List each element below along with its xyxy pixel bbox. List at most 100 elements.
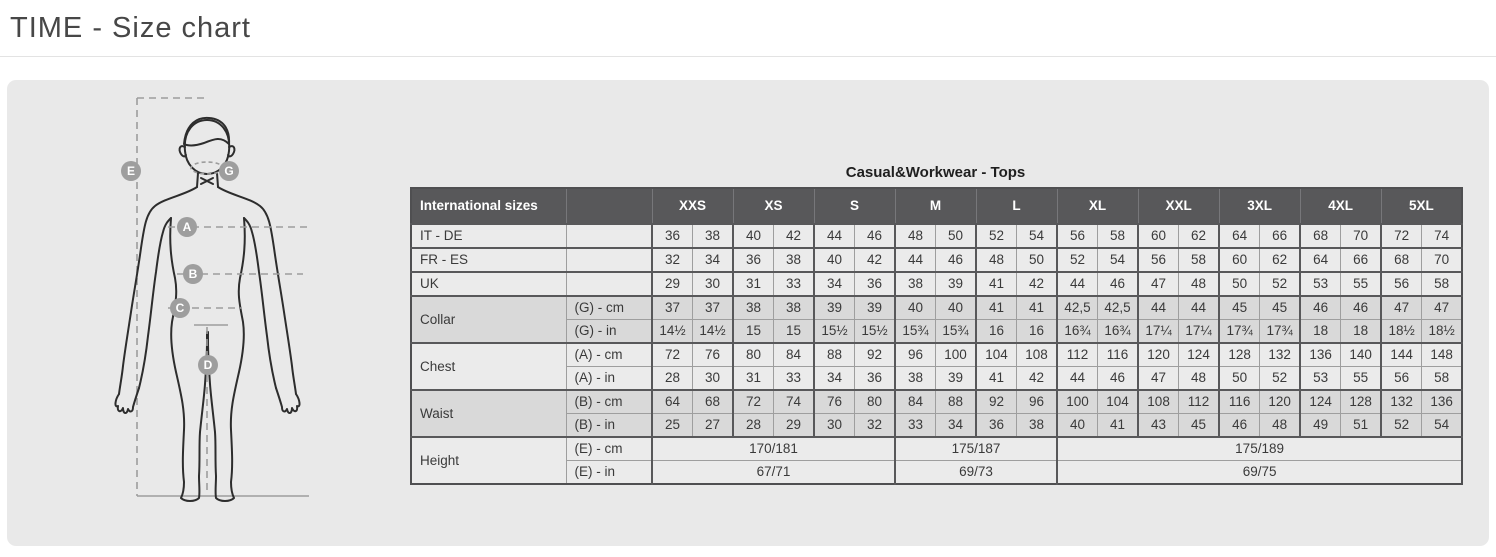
size-cell: 41 <box>975 366 1018 391</box>
size-cell: 100 <box>935 342 977 367</box>
neck-left <box>196 172 199 188</box>
size-cell: 46 <box>1299 295 1342 320</box>
size-cell: 38 <box>732 295 775 320</box>
size-cell: 84 <box>773 342 815 367</box>
size-cell: 108 <box>1016 342 1058 367</box>
size-cell: 38 <box>894 271 937 297</box>
size-cell: 36 <box>651 223 693 249</box>
size-cell: 55 <box>1340 271 1382 297</box>
right-hand <box>275 387 301 414</box>
size-cell: 53 <box>1299 271 1342 297</box>
svg-text:C: C <box>176 301 185 315</box>
size-cell: 33 <box>894 413 937 438</box>
svg-text:B: B <box>189 267 198 281</box>
size-cell: 42,5 <box>1056 295 1099 320</box>
badge-g: G <box>219 161 239 181</box>
size-cell: 29 <box>773 413 815 438</box>
size-cell: 39 <box>935 271 977 297</box>
size-cell: 36 <box>854 366 896 391</box>
size-cell: 88 <box>935 389 977 414</box>
size-cell: 74 <box>773 389 815 414</box>
collar-bow <box>200 177 214 185</box>
size-cell: 37 <box>692 295 734 320</box>
size-cell: 54 <box>1097 247 1139 273</box>
size-cell: 56 <box>1056 223 1099 249</box>
size-cell: 96 <box>1016 389 1058 414</box>
row-sublabel: (A) - in <box>565 366 653 391</box>
size-cell: 52 <box>1380 413 1423 438</box>
size-cell: 16 <box>975 319 1018 344</box>
badge-b: B <box>183 264 203 284</box>
size-cell: 46 <box>854 223 896 249</box>
size-cell: 15½ <box>854 319 896 344</box>
size-cell: 39 <box>854 295 896 320</box>
size-chart-area: Casual&Workwear - Tops International siz… <box>410 164 1464 485</box>
size-cell: 64 <box>1299 247 1342 273</box>
size-cell: 76 <box>692 342 734 367</box>
size-cell: 60 <box>1137 223 1180 249</box>
row-label: Height <box>410 436 567 485</box>
size-cell: 38 <box>773 247 815 273</box>
size-cell: 44 <box>1056 366 1099 391</box>
table-blank-header <box>565 188 653 225</box>
table-row: (G) - in 14½ 14½ 15 15 15½ 15½ 15¾ 15¾ 16 16 16¾ 16¾… <box>411 319 1463 344</box>
size-cell: 47 <box>1137 366 1180 391</box>
size-cell: 49 <box>1299 413 1342 438</box>
size-cell: 15 <box>773 319 815 344</box>
table-row: (A) - in 28 30 31 33 34 36 38 39 41 42 44 46 47 48 50 52… <box>411 366 1463 391</box>
size-cell: 18 <box>1299 319 1342 344</box>
size-cell: 15 <box>732 319 775 344</box>
right-arm-outer <box>217 186 297 395</box>
row-label: IT - DE <box>410 223 567 249</box>
row-sublabel: (E) - in <box>565 460 653 485</box>
row-sublabel <box>565 271 653 297</box>
size-group-header: 4XL <box>1299 188 1382 225</box>
table-row: Chest (A) - cm 72 76 80 84 88 92 96 100 104 108 112 1… <box>410 342 1463 391</box>
hair <box>183 116 231 147</box>
badge-c: C <box>170 298 190 318</box>
size-cell: 40 <box>1056 413 1099 438</box>
size-cell: 14½ <box>651 319 693 344</box>
badge-e: E <box>121 161 141 181</box>
content-panel: E G A B C D Casual&Wor <box>7 80 1489 546</box>
size-cell: 47 <box>1137 271 1180 297</box>
size-cell: 46 <box>935 247 977 273</box>
size-cell: 45 <box>1259 295 1301 320</box>
size-cell: 68 <box>692 389 734 414</box>
size-cell: 15½ <box>813 319 856 344</box>
size-cell: 52 <box>1259 366 1301 391</box>
size-cell: 41 <box>975 271 1018 297</box>
size-cell: 148 <box>1421 342 1463 367</box>
size-cell: 128 <box>1340 389 1382 414</box>
size-group-header: 5XL <box>1380 188 1463 225</box>
size-cell: 36 <box>854 271 896 297</box>
head-outline <box>183 119 231 175</box>
row-sublabel: (E) - cm <box>565 436 653 461</box>
row-label: FR - ES <box>410 247 567 273</box>
size-cell: 56 <box>1380 271 1423 297</box>
size-cell: 58 <box>1421 366 1463 391</box>
size-cell: 34 <box>813 366 856 391</box>
size-cell: 30 <box>813 413 856 438</box>
size-cell: 18½ <box>1421 319 1463 344</box>
table-row: (B) - in 25 27 28 29 30 32 33 34 36 38 40 41 43 45 46 48… <box>411 413 1463 438</box>
row-sublabel: (B) - in <box>565 413 653 438</box>
size-cell: 47 <box>1380 295 1423 320</box>
size-cell: 53 <box>1299 366 1342 391</box>
size-cell: 38 <box>773 295 815 320</box>
size-cell: 39 <box>813 295 856 320</box>
size-cell: 116 <box>1097 342 1139 367</box>
size-group-header: XS <box>732 188 815 225</box>
size-cell: 66 <box>1259 223 1301 249</box>
row-label: UK <box>410 271 567 297</box>
size-cell: 34 <box>813 271 856 297</box>
size-cell: 38 <box>692 223 734 249</box>
table-row: Collar (G) - cm 37 37 38 38 39 39 40 40 41 41 42,5 42… <box>410 295 1463 344</box>
size-cell: 29 <box>651 271 693 297</box>
size-cell: 17¾ <box>1259 319 1301 344</box>
size-cell: 112 <box>1178 389 1220 414</box>
size-cell: 76 <box>813 389 856 414</box>
size-cell: 136 <box>1421 389 1463 414</box>
size-cell: 56 <box>1380 366 1423 391</box>
size-cell: 60 <box>1218 247 1261 273</box>
